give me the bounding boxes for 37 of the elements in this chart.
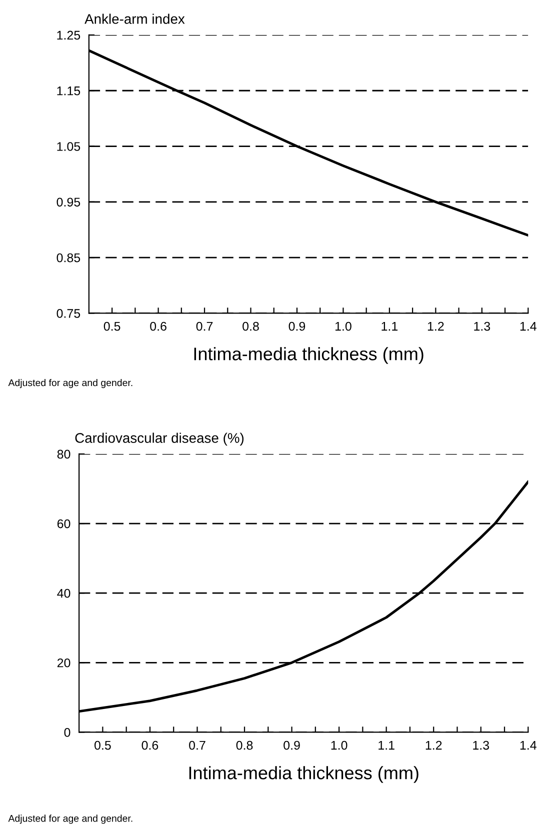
x-tick-label: 1.1: [382, 322, 398, 331]
x-tick-label: 1.0: [331, 740, 348, 750]
x-tick-label: 1.1: [378, 741, 394, 750]
x-tick-label: 0.6: [142, 740, 158, 750]
x-tick-label: 0.9: [288, 322, 306, 331]
y-tick-label: 80: [57, 450, 70, 459]
x-tick-label: 1.3: [473, 740, 490, 750]
x-tick-label: 1.2: [426, 740, 442, 750]
x-axis-title: Intima-media thickness (mm): [194, 347, 424, 364]
y-tick-label: 0: [64, 728, 70, 737]
y-tick-label: 0.95: [56, 198, 80, 207]
y-tick-label: 0.75: [56, 309, 80, 318]
x-tick-label: 1.2: [428, 322, 444, 331]
y-tick-label: 1.25: [57, 30, 80, 40]
x-tick-label: 0.5: [94, 740, 111, 750]
x-tick-label: 0.7: [189, 740, 206, 750]
y-tick-label: 1.05: [57, 142, 80, 151]
x-tick-label: 0.7: [196, 322, 213, 331]
x-tick-label: 1.4: [520, 741, 536, 750]
x-tick-label: 1.0: [335, 322, 352, 331]
x-axis-title: Intima-media thickness (mm): [189, 766, 418, 783]
x-tick-label: 0.8: [242, 322, 259, 331]
x-tick-label: 1.3: [474, 322, 490, 331]
y-tick-label: 1.15: [57, 86, 80, 96]
x-tick-label: 0.6: [150, 322, 166, 331]
y-tick-label: 20: [57, 658, 70, 668]
x-tick-label: 0.5: [104, 322, 120, 331]
y-tick-label: 60: [57, 519, 70, 528]
x-tick-label: 0.8: [236, 740, 253, 750]
y-tick-label: 40: [57, 588, 70, 598]
y-axis-title: Ankle-arm index: [84, 14, 185, 24]
text: Adjusted for age and gender.: [8, 379, 132, 388]
x-tick-label: 1.4: [520, 322, 536, 331]
y-axis-title: Cardiovascular disease (%): [75, 432, 244, 446]
x-tick-label: 0.9: [284, 740, 300, 750]
text: Adjusted for age and gender.: [8, 814, 132, 824]
y-tick-label: 0.85: [56, 253, 80, 262]
